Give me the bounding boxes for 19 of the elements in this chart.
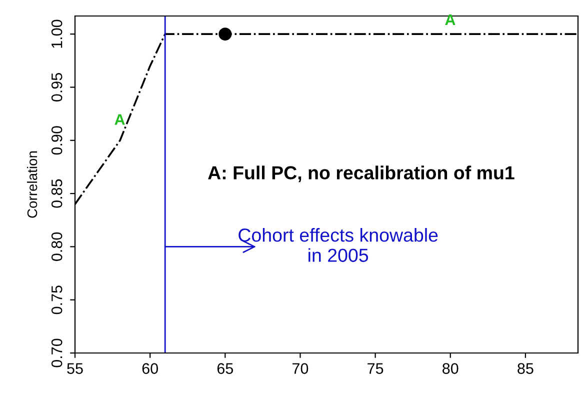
y-tick-label: 0.85 bbox=[51, 179, 62, 208]
x-tick-label: 65 bbox=[217, 363, 234, 374]
x-tick-label: 85 bbox=[518, 363, 534, 374]
x-tick-label: 70 bbox=[292, 363, 308, 374]
annotation: A bbox=[114, 114, 125, 125]
annotation: A: Full PC, no recalibration of mu1 bbox=[208, 166, 514, 182]
x-tick-label: 60 bbox=[142, 363, 158, 374]
y-axis-title: Correlation bbox=[26, 151, 38, 218]
annotation: A bbox=[445, 14, 456, 26]
y-tick-label: 0.95 bbox=[51, 73, 62, 102]
x-tick-label: 55 bbox=[67, 363, 83, 374]
y-tick-label: 1.00 bbox=[51, 20, 62, 48]
y-tick-label: 0.75 bbox=[51, 286, 62, 314]
x-tick-label: 80 bbox=[442, 363, 458, 374]
y-tick-label: 0.70 bbox=[51, 338, 62, 368]
y-tick-label: 0.80 bbox=[51, 232, 62, 261]
y-tick-label: 0.90 bbox=[51, 126, 62, 155]
annotation: Cohort effects knowable in 2005 bbox=[238, 228, 438, 262]
x-tick-label: 75 bbox=[368, 363, 384, 374]
